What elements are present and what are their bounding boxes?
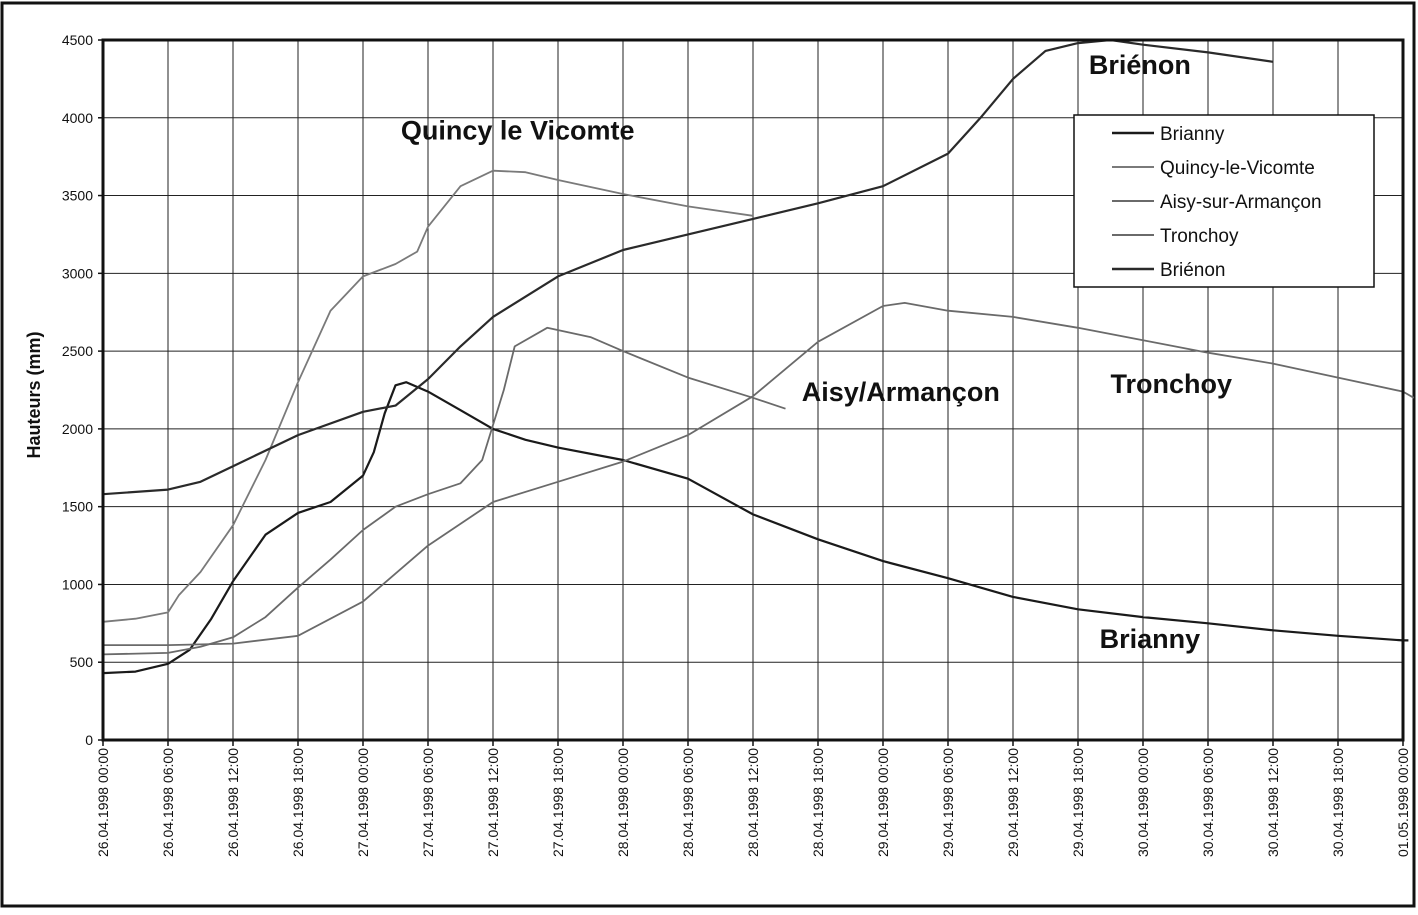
y-tick-label: 500 xyxy=(70,654,94,670)
legend-label: Aisy-sur-Armançon xyxy=(1160,192,1322,213)
y-tick-label: 3500 xyxy=(62,188,93,204)
x-tick-label: 26.04.1998 18:00 xyxy=(290,748,306,857)
x-tick-label: 30.04.1998 00:00 xyxy=(1135,748,1151,857)
x-tick-label: 26.04.1998 00:00 xyxy=(95,748,111,857)
x-tick-label: 30.04.1998 12:00 xyxy=(1265,748,1281,857)
x-tick-label: 30.04.1998 18:00 xyxy=(1330,748,1346,857)
x-tick-label: 28.04.1998 00:00 xyxy=(615,748,631,857)
legend-label: Brianny xyxy=(1160,124,1225,145)
series-line-5 xyxy=(102,38,1274,496)
x-tick-label: 26.04.1998 12:00 xyxy=(225,748,241,857)
plot-area-border xyxy=(101,38,1405,742)
series-line-4 xyxy=(103,302,1415,646)
x-tick-label: 29.04.1998 00:00 xyxy=(875,748,891,857)
series-line-3 xyxy=(102,326,786,656)
y-axis-label: Hauteurs (mm) xyxy=(24,331,44,458)
series-annotation: Briénon xyxy=(1089,50,1191,80)
series-annotation: Quincy le Vicomte xyxy=(401,116,635,146)
x-tick-label: 27.04.1998 06:00 xyxy=(420,748,436,857)
y-tick-label: 1000 xyxy=(62,576,93,592)
x-tick-label: 28.04.1998 06:00 xyxy=(680,748,696,857)
x-tick-label: 28.04.1998 12:00 xyxy=(745,748,761,857)
x-tick-label: 28.04.1998 18:00 xyxy=(810,748,826,857)
y-tick-label: 4500 xyxy=(62,32,93,48)
x-tick-label: 01.05.1998 00:00 xyxy=(1395,748,1411,857)
legend-label: Briénon xyxy=(1160,260,1226,281)
x-tick-label: 26.04.1998 06:00 xyxy=(160,748,176,857)
y-tick-label: 2000 xyxy=(62,421,93,437)
y-tick-label: 4000 xyxy=(62,110,93,126)
x-tick-label: 27.04.1998 18:00 xyxy=(550,748,566,857)
y-tick-label: 2500 xyxy=(62,343,93,359)
series-annotation: Aisy/Armançon xyxy=(802,377,1000,407)
series-annotation: Brianny xyxy=(1100,624,1201,654)
series-annotation: Tronchoy xyxy=(1111,369,1233,399)
y-tick-label: 1500 xyxy=(62,499,93,515)
y-tick-label: 3000 xyxy=(62,265,93,281)
x-tick-label: 27.04.1998 00:00 xyxy=(355,748,371,857)
x-tick-label: 29.04.1998 18:00 xyxy=(1070,748,1086,857)
legend-label: Tronchoy xyxy=(1160,226,1239,247)
x-tick-label: 27.04.1998 12:00 xyxy=(485,748,501,857)
x-tick-label: 29.04.1998 06:00 xyxy=(940,748,956,857)
x-tick-label: 29.04.1998 12:00 xyxy=(1005,748,1021,857)
series-line-1 xyxy=(102,381,1409,675)
series-line-2 xyxy=(102,169,754,623)
y-tick-label: 0 xyxy=(85,732,93,748)
x-tick-label: 30.04.1998 06:00 xyxy=(1200,748,1216,857)
legend-label: Quincy-le-Vicomte xyxy=(1160,158,1315,179)
